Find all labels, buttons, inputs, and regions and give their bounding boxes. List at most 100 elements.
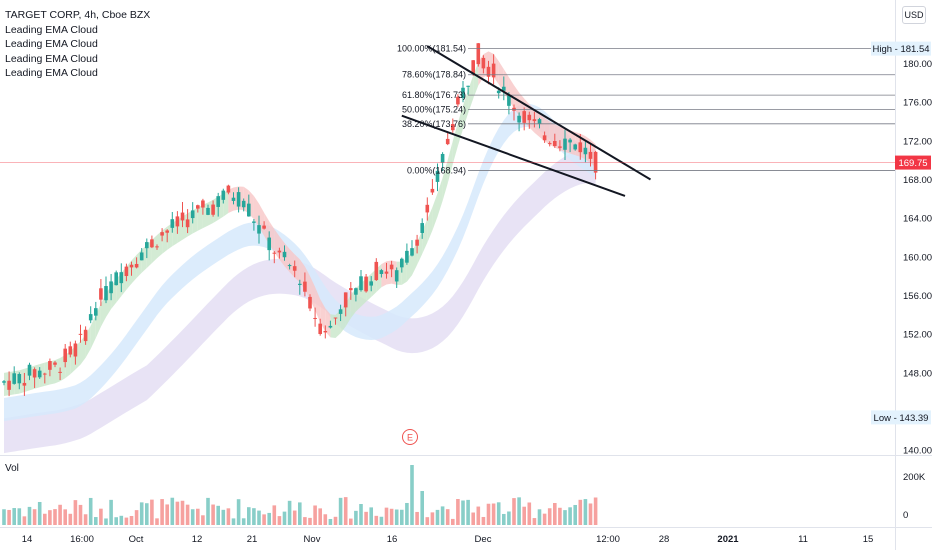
candle-body (43, 373, 47, 375)
volume-bar (134, 510, 139, 525)
candle-body (201, 200, 205, 208)
ema-cloud-fast (427, 207, 433, 243)
volume-bar (124, 517, 129, 525)
candle-body (150, 239, 154, 248)
volume-bar (139, 502, 144, 525)
volume-bar (588, 503, 593, 525)
volume-bar (17, 508, 22, 525)
time-tick-label: 28 (659, 534, 670, 545)
volume-bar (425, 517, 430, 525)
ema-cloud-fast (80, 334, 86, 365)
candle-body (37, 370, 42, 378)
volume-bar (27, 506, 32, 525)
volume-bar (129, 515, 134, 525)
candle-body (400, 258, 404, 268)
indicator-legend-1[interactable]: Leading EMA Cloud (5, 23, 98, 36)
ema-cloud-fast (432, 193, 438, 231)
volume-bar (313, 505, 317, 525)
wedge-trendlines[interactable] (401, 45, 652, 197)
ema-cloud-fast (437, 177, 443, 217)
ema-cloud-fast (4, 372, 10, 397)
ema-cloud-fast (157, 230, 163, 259)
candle-body (496, 90, 501, 94)
volume-bar (527, 502, 532, 525)
volume-bar (451, 518, 455, 525)
wedge-trendline (426, 45, 652, 181)
volume-bar (7, 509, 11, 525)
chart-legend: TARGET CORP, 4h, Cboe BZX Leading EMA Cl… (5, 8, 150, 81)
candle-body (323, 330, 328, 333)
ema-cloud-fast (350, 288, 356, 319)
volume-bar (267, 512, 271, 525)
candle-body (588, 151, 593, 159)
volume-bar (180, 500, 185, 525)
volume-bar (384, 507, 389, 525)
candle-body (78, 333, 83, 335)
volume-bar (37, 501, 42, 525)
candle-body (247, 203, 251, 217)
time-tick-label: 14 (22, 534, 33, 545)
volume-bar (486, 503, 491, 525)
volume-bar (58, 504, 62, 525)
candle-body (394, 270, 399, 282)
candle-body (267, 237, 271, 251)
ema-cloud-fast (151, 235, 157, 264)
candle-body (451, 124, 455, 131)
volume-bar (318, 508, 322, 525)
ema-cloud-slow (4, 148, 596, 454)
volume-bar (410, 465, 414, 525)
volume-bar (522, 506, 526, 525)
candle-body (425, 204, 430, 213)
ema-cloud-fast (417, 230, 423, 265)
indicator-legend-2[interactable]: Leading EMA Cloud (5, 38, 98, 50)
ema-cloud-fast (55, 358, 61, 384)
candle-body (58, 371, 62, 373)
indicator-legend-3[interactable]: Leading EMA Cloud (5, 52, 98, 65)
ema-cloud-fast (330, 314, 336, 339)
time-tick-label: 11 (798, 534, 808, 545)
candle-body (139, 252, 144, 261)
indicator-legend-4[interactable]: Leading EMA Cloud (5, 67, 98, 79)
candle-body (94, 308, 98, 316)
candle-body (568, 139, 572, 143)
candle-body (338, 309, 343, 314)
volume-bar (257, 510, 261, 525)
currency-button[interactable]: USD (902, 6, 926, 24)
candle-body (63, 348, 67, 363)
volume-bar (32, 509, 37, 525)
candle-body (257, 225, 261, 234)
volume-bar (303, 517, 307, 525)
earnings-marker-label: E (407, 433, 413, 443)
time-tick-label: 16:00 (70, 534, 94, 545)
candle-body (486, 66, 491, 77)
candle-body (349, 288, 353, 291)
volume-bar (466, 499, 470, 525)
volume-bar (435, 509, 440, 525)
symbol-title[interactable]: TARGET CORP, 4h, Cboe BZX (5, 9, 151, 21)
candle-body (384, 271, 389, 274)
volume-bar (150, 499, 154, 525)
candle-body (461, 87, 465, 99)
low-label: Low - 143.39 (874, 413, 929, 424)
volume-bar (420, 491, 424, 525)
price-tick-label: 140.00 (903, 446, 932, 457)
candles (2, 42, 598, 397)
volume-bar (445, 509, 450, 525)
volume-bar (236, 499, 241, 525)
volume-bar (109, 499, 113, 525)
candle-body (124, 266, 129, 277)
candle-body (445, 138, 450, 145)
time-tick-label: 16 (387, 534, 398, 545)
candle-body (32, 369, 37, 378)
volume-bar (12, 508, 16, 525)
time-tick-label: 12 (192, 534, 203, 545)
volume-bar (578, 499, 583, 525)
candle-body (73, 343, 78, 357)
candle-body (226, 185, 231, 193)
volume-bar (343, 497, 348, 525)
volume-bar (185, 504, 190, 525)
volume-bar (68, 513, 73, 525)
candle-body (287, 265, 292, 267)
candle-body (241, 200, 246, 208)
